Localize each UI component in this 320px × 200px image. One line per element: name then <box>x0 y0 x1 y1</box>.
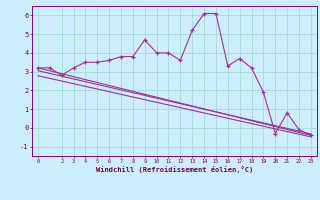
X-axis label: Windchill (Refroidissement éolien,°C): Windchill (Refroidissement éolien,°C) <box>96 166 253 173</box>
